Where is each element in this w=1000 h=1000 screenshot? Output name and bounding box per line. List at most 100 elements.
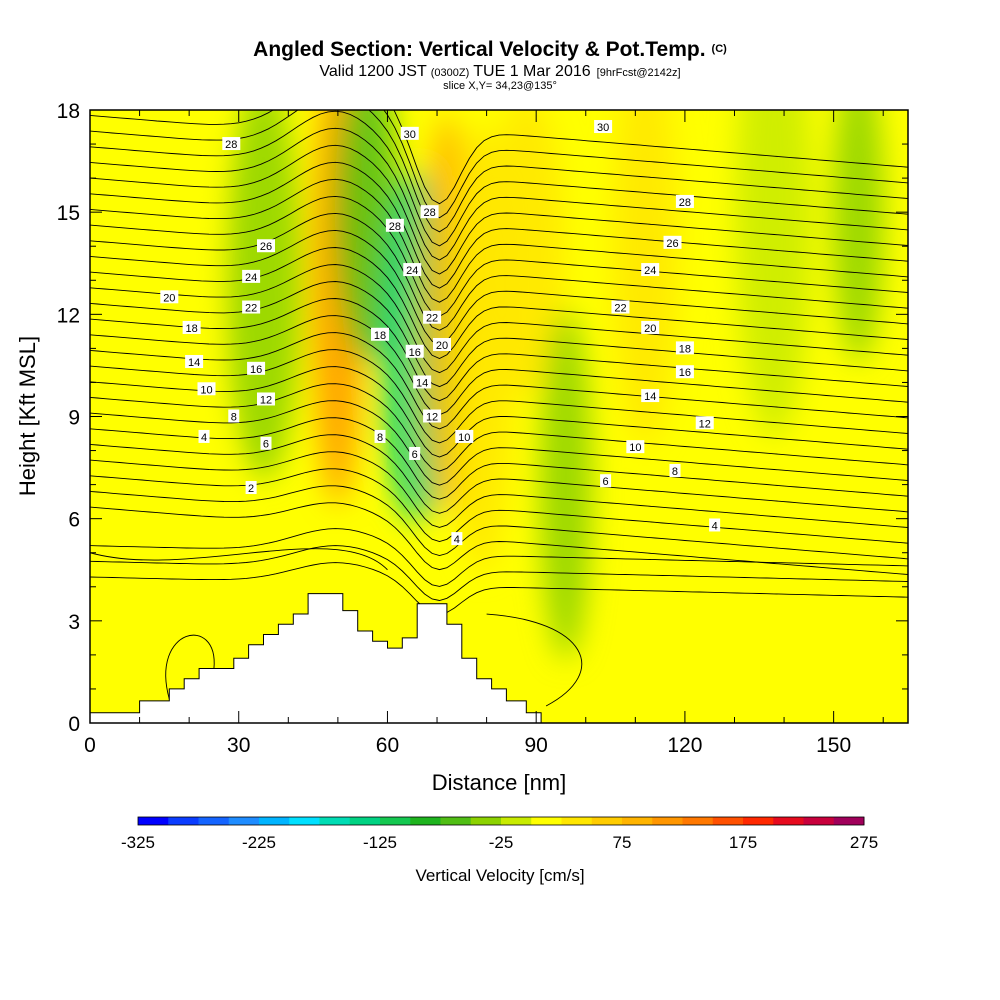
- colorbar-segment: [289, 817, 320, 825]
- contour-label-box: [641, 263, 660, 277]
- colorbar-segment: [349, 817, 381, 825]
- contour-line: [90, 110, 908, 247]
- contour-label-box: [432, 337, 451, 351]
- contour-label-text: 6: [412, 449, 418, 461]
- contour-label: 10: [197, 382, 216, 396]
- contour-label-box: [403, 263, 422, 277]
- contour-label-text: 12: [260, 394, 272, 406]
- contour-label-text: 24: [644, 265, 656, 277]
- contour-line: [90, 281, 908, 388]
- valid-date: TUE 1 Mar 2016: [473, 63, 590, 80]
- contour-label-text: 20: [436, 340, 448, 352]
- x-tick-label: 0: [84, 734, 96, 757]
- x-axis: 0 30 60 90 120 150: [84, 110, 884, 757]
- contour-label-box: [675, 341, 694, 355]
- contour-line: [90, 315, 908, 416]
- contour-line: [486, 613, 583, 707]
- y-tick-label: 18: [57, 100, 80, 123]
- contour-line: [90, 229, 908, 345]
- contour-label: 18: [675, 341, 694, 355]
- contour-label: 24: [641, 263, 660, 277]
- contour-label: 14: [185, 355, 204, 369]
- contour-label: 20: [641, 320, 660, 335]
- contour-label-text: 26: [260, 241, 272, 253]
- contour-label: 6: [600, 474, 612, 488]
- chart-title: Angled Section: Vertical Velocity & Pot.…: [253, 38, 727, 61]
- contour-label: 18: [371, 327, 390, 342]
- contour-line: [90, 562, 908, 615]
- contour-label-box: [594, 120, 613, 134]
- chart-title-unit: (C): [712, 43, 728, 55]
- colorbar-segment: [622, 817, 653, 825]
- colorbar-label: Vertical Velocity [cm/s]: [415, 866, 584, 885]
- contour-label-text: 24: [245, 272, 257, 284]
- contour-label-text: 18: [679, 343, 691, 355]
- contour-label-text: 10: [200, 384, 212, 396]
- contour-label: 20: [432, 337, 451, 352]
- contour-label: 26: [256, 239, 275, 253]
- contour-label-text: 10: [458, 432, 470, 444]
- contour-label-box: [197, 382, 216, 396]
- contour-line: [90, 195, 908, 317]
- contour-label-box: [247, 361, 266, 375]
- contour-label-text: 28: [389, 221, 401, 233]
- contour-label: 8: [374, 429, 386, 444]
- contour-label: 2: [245, 481, 257, 495]
- y-tick-label: 12: [57, 304, 80, 327]
- contour-label-text: 30: [404, 129, 416, 141]
- contour-line: [90, 451, 908, 528]
- contour-line: [90, 468, 908, 544]
- contour-label: 10: [626, 440, 645, 454]
- contour-label-box: [675, 194, 694, 208]
- contour-label-box: [198, 429, 210, 443]
- contour-label-box: [455, 429, 474, 443]
- contour-label-text: 12: [699, 418, 711, 430]
- contour-label-text: 30: [597, 122, 609, 134]
- contour-label-box: [409, 446, 421, 460]
- vv-feature: [539, 309, 592, 660]
- contour-label-text: 26: [666, 238, 678, 250]
- contour-label-box: [245, 481, 257, 495]
- contour-label-text: 22: [426, 313, 438, 325]
- contour-label: 30: [400, 126, 419, 141]
- contour-label-box: [385, 218, 404, 232]
- x-tick-label: 120: [667, 734, 702, 757]
- contour-line: [90, 332, 908, 430]
- contour-label-box: [675, 365, 694, 379]
- contour-label-box: [242, 300, 261, 314]
- contour-label-box: [709, 518, 721, 532]
- colorbar-segment: [470, 817, 502, 825]
- colorbar-segment: [743, 817, 774, 825]
- vv-feature: [161, 386, 238, 723]
- contour-label: 6: [260, 436, 272, 451]
- contour-label-text: 4: [712, 520, 718, 532]
- valid-zulu: (0300Z): [431, 67, 470, 79]
- forecast-info: [9hrFcst@2142z]: [597, 67, 681, 79]
- contour-label-box: [400, 126, 419, 140]
- colorbar-segment: [168, 817, 199, 825]
- contour-label: 4: [451, 532, 463, 546]
- colorbar-tick-label: -225: [242, 833, 276, 852]
- contour-label-text: 18: [186, 323, 198, 335]
- contour-label-text: 16: [250, 364, 262, 376]
- colorbar-tick-label: -325: [121, 833, 155, 852]
- colorbar-segment: [410, 817, 441, 825]
- colorbar-segment: [531, 817, 562, 825]
- contour-label-box: [228, 409, 240, 423]
- contour-label-box: [160, 290, 179, 304]
- contour-label-box: [256, 392, 275, 406]
- contour-line: [90, 434, 908, 514]
- contour-label-text: 14: [188, 357, 200, 369]
- contour-label: 22: [242, 300, 261, 315]
- colorbar-segment: [440, 817, 472, 825]
- contour-line: [90, 366, 908, 458]
- colorbar-segment: [501, 817, 532, 825]
- contour-line: [90, 144, 908, 275]
- contour-label: 4: [198, 429, 210, 444]
- x-tick-label: 150: [816, 734, 851, 757]
- slice-info: slice X,Y= 34,23@135°: [443, 80, 557, 92]
- contour-label-box: [423, 310, 442, 324]
- contour-label-text: 22: [245, 303, 257, 315]
